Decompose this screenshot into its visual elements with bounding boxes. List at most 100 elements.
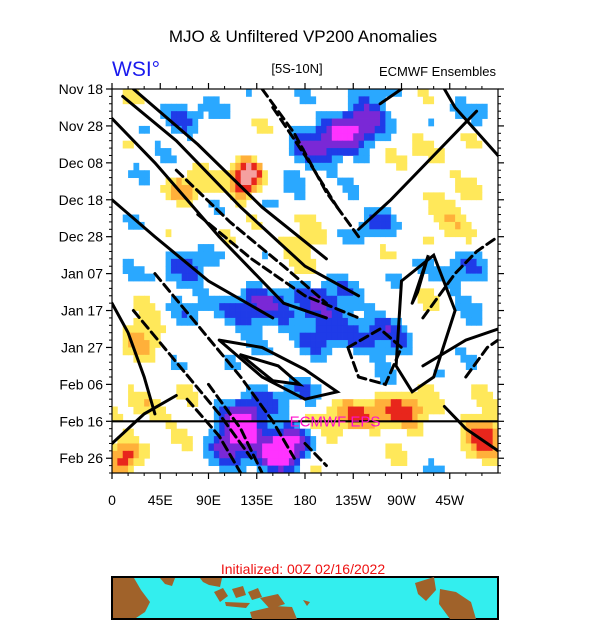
anomaly-cell <box>417 391 424 400</box>
anomaly-cell <box>481 391 488 400</box>
anomaly-cell <box>342 148 349 156</box>
anomaly-cell <box>181 103 188 112</box>
anomaly-cell <box>310 325 317 334</box>
anomaly-cell <box>272 450 279 459</box>
anomaly-cell <box>283 436 290 444</box>
anomaly-cell <box>122 89 129 97</box>
anomaly-cell <box>358 347 365 356</box>
anomaly-cell <box>433 273 440 282</box>
anomaly-cell <box>326 295 333 304</box>
anomaly-cell <box>460 436 467 444</box>
anomaly-cell <box>326 170 333 179</box>
anomaly-cell <box>256 436 263 444</box>
anomaly-cell <box>358 118 365 127</box>
anomaly-cell <box>305 251 311 260</box>
anomaly-cell <box>337 332 343 341</box>
anomaly-cell <box>203 103 209 112</box>
anomaly-cell <box>299 140 306 149</box>
anomaly-cell <box>455 229 461 238</box>
anomaly-cell <box>471 354 477 363</box>
anomaly-cell <box>342 421 349 430</box>
anomaly-cell <box>240 288 247 297</box>
anomaly-cell <box>122 340 129 348</box>
anomaly-cell <box>385 214 392 223</box>
anomaly-cell <box>294 236 301 245</box>
anomaly-cell <box>187 251 193 260</box>
anomaly-cell <box>331 111 338 119</box>
anomaly-cell <box>262 125 268 134</box>
anomaly-cell <box>262 199 268 208</box>
anomaly-cell <box>455 288 461 297</box>
anomaly-cell <box>299 377 306 385</box>
anomaly-cell <box>380 214 386 223</box>
anomaly-cell <box>390 450 397 459</box>
anomaly-cell <box>487 391 494 400</box>
anomaly-cell <box>294 288 301 297</box>
anomaly-cell <box>390 332 397 341</box>
anomaly-cell <box>337 406 343 415</box>
anomaly-cell <box>176 384 183 393</box>
anomaly-cell <box>144 450 150 459</box>
anomaly-cell <box>326 148 333 156</box>
anomaly-cell <box>197 251 204 260</box>
anomaly-cell <box>299 148 306 156</box>
anomaly-cell <box>170 111 177 119</box>
anomaly-cell <box>305 377 311 385</box>
anomaly-cell <box>369 347 376 356</box>
anomaly-cell <box>358 140 365 149</box>
anomaly-cell <box>439 369 445 378</box>
anomaly-cell <box>342 406 349 415</box>
anomaly-cell <box>476 111 483 119</box>
anomaly-cell <box>240 391 247 400</box>
anomaly-cell <box>321 428 327 437</box>
anomaly-cell <box>251 436 258 444</box>
anomaly-cell <box>390 214 397 223</box>
anomaly-cell <box>460 273 467 282</box>
anomaly-cell <box>417 428 424 437</box>
anomaly-cell <box>213 413 220 422</box>
anomaly-cell <box>208 295 215 304</box>
anomaly-cell <box>229 310 236 319</box>
anomaly-cell <box>315 303 322 311</box>
anomaly-cell <box>369 354 376 363</box>
anomaly-cell <box>262 170 268 179</box>
anomaly-cell <box>476 258 483 267</box>
anomaly-cell <box>310 155 317 164</box>
anomaly-cell <box>149 273 156 282</box>
anomaly-cell <box>154 325 161 334</box>
anomaly-cell <box>272 421 279 430</box>
anomaly-cell <box>187 185 193 193</box>
anomaly-cell <box>439 155 445 164</box>
anomaly-cell <box>305 125 311 134</box>
anomaly-cell <box>246 170 252 179</box>
x-tick-label: 180 <box>293 492 317 508</box>
anomaly-cell <box>267 303 274 311</box>
anomaly-cell <box>133 221 140 230</box>
anomaly-cell <box>122 443 129 452</box>
anomaly-cell <box>401 325 408 334</box>
anomaly-cell <box>358 340 365 348</box>
anomaly-cell <box>224 458 231 467</box>
anomaly-cell <box>353 140 360 149</box>
anomaly-cell <box>278 450 284 459</box>
anomaly-cell <box>197 258 204 267</box>
anomaly-cell <box>385 273 392 282</box>
anomaly-cell <box>256 450 263 459</box>
anomaly-cell <box>305 266 311 275</box>
anomaly-cell <box>128 436 134 444</box>
anomaly-cell <box>262 443 268 452</box>
y-tick-label: Dec 08 <box>59 155 104 171</box>
anomaly-cell <box>133 443 140 452</box>
anomaly-cell <box>455 207 461 215</box>
anomaly-cell <box>235 413 242 422</box>
anomaly-cell <box>422 96 429 105</box>
anomaly-cell <box>358 148 365 156</box>
anomaly-cell <box>369 310 376 319</box>
anomaly-cell <box>288 325 295 334</box>
anomaly-cell <box>219 303 225 311</box>
anomaly-cell <box>326 125 333 134</box>
anomaly-cell <box>396 89 402 97</box>
anomaly-cell <box>133 391 140 400</box>
anomaly-cell <box>283 325 290 334</box>
anomaly-cell <box>262 295 268 304</box>
